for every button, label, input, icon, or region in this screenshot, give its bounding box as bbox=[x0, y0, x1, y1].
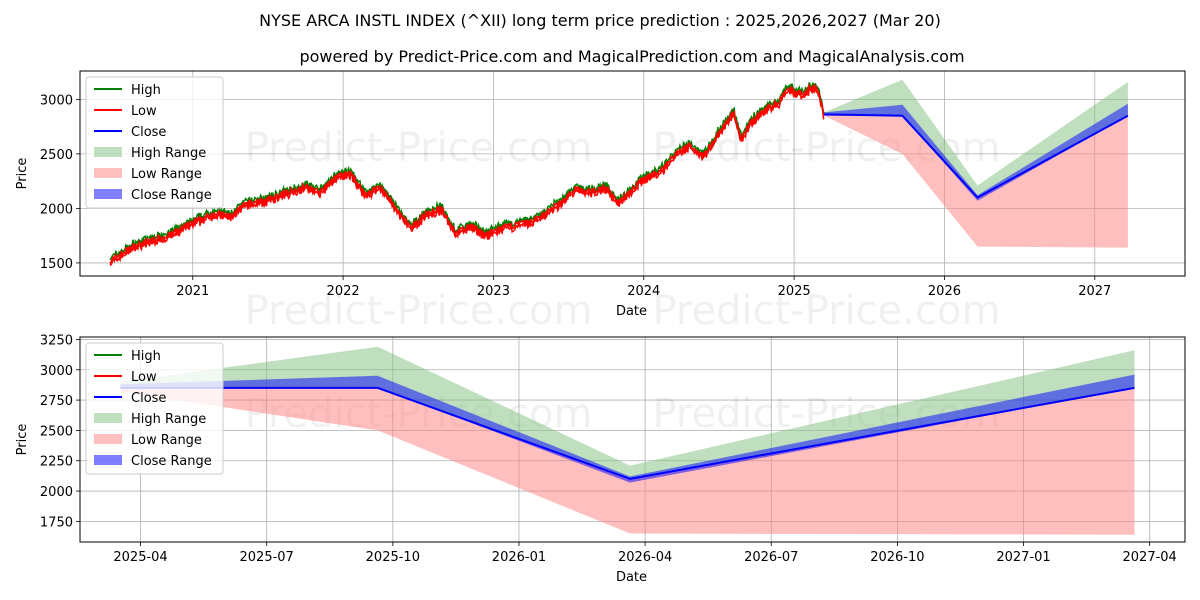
x-tick-label: 2026 bbox=[928, 284, 961, 299]
legend-label: High bbox=[131, 83, 161, 98]
y-tick-label: 2500 bbox=[40, 424, 73, 439]
legend-label: High bbox=[131, 349, 161, 364]
plot-area bbox=[109, 79, 1129, 267]
legend-patch-swatch bbox=[94, 147, 122, 157]
legend-label: Close bbox=[131, 391, 166, 406]
x-tick-label: 2027-04 bbox=[1123, 550, 1177, 565]
x-tick-label: 2025 bbox=[778, 284, 811, 299]
y-axis-label: Price bbox=[15, 158, 30, 190]
close-forecast-line bbox=[120, 386, 1135, 480]
x-axis-label: Date bbox=[616, 304, 647, 319]
x-tick-label: 2025-10 bbox=[366, 550, 420, 565]
legend-label: Low bbox=[131, 104, 157, 119]
legend-label: Low Range bbox=[131, 167, 202, 182]
low-range-band bbox=[120, 387, 1135, 535]
legend-label: Close Range bbox=[131, 188, 212, 203]
legend-patch-swatch bbox=[94, 455, 122, 465]
x-axis-label: Date bbox=[616, 570, 647, 585]
y-tick-label: 1500 bbox=[40, 257, 73, 272]
y-tick-label: 1750 bbox=[40, 515, 73, 530]
x-tick-label: 2026-07 bbox=[744, 550, 798, 565]
x-tick-label: 2024 bbox=[627, 284, 660, 299]
x-tick-label: 2027-01 bbox=[996, 550, 1050, 565]
y-tick-label: 2000 bbox=[40, 202, 73, 217]
watermark-text: Predict-Price.com bbox=[245, 125, 593, 171]
x-tick-label: 2027 bbox=[1078, 284, 1111, 299]
watermark-text: Predict-Price.com bbox=[245, 288, 593, 334]
chart-title: NYSE ARCA INSTL INDEX (^XII) long term p… bbox=[259, 11, 941, 30]
legend-label: Close bbox=[131, 125, 166, 140]
y-tick-label: 3000 bbox=[40, 364, 73, 379]
close-range-band bbox=[824, 103, 1128, 201]
x-tick-label: 2025-04 bbox=[113, 550, 167, 565]
close-history-line bbox=[109, 82, 825, 264]
y-axis-label: Price bbox=[15, 424, 30, 456]
x-tick-label: 2026-01 bbox=[492, 550, 546, 565]
legend-label: Low bbox=[131, 370, 157, 385]
legend-label: Close Range bbox=[131, 454, 212, 469]
x-tick-label: 2021 bbox=[176, 284, 209, 299]
y-tick-label: 3000 bbox=[40, 93, 73, 108]
chart-subtitle: powered by Predict-Price.com and Magical… bbox=[299, 47, 964, 66]
low-range-band bbox=[824, 114, 1128, 248]
y-tick-label: 3250 bbox=[40, 333, 73, 348]
x-tick-label: 2026-04 bbox=[618, 550, 672, 565]
plot-area bbox=[120, 346, 1135, 535]
legend-patch-swatch bbox=[94, 413, 122, 423]
legend-label: Low Range bbox=[131, 433, 202, 448]
legend-label: High Range bbox=[131, 412, 206, 427]
x-tick-label: 2022 bbox=[327, 284, 360, 299]
x-tick-label: 2023 bbox=[477, 284, 510, 299]
x-tick-label: 2025-07 bbox=[240, 550, 294, 565]
bottom-panel: 2025-04 2025-07 2025-10 2026-01 2026-04 2026-… bbox=[15, 333, 1186, 585]
top-panel: 2021 2022 2023 2024 2025 2026 2027 1500 2000 2500… bbox=[15, 70, 1186, 334]
y-tick-label: 2250 bbox=[40, 455, 73, 470]
legend-label: High Range bbox=[131, 146, 206, 161]
x-tick-label: 2026-10 bbox=[870, 550, 924, 565]
plot-frame bbox=[79, 336, 1186, 543]
y-tick-label: 2000 bbox=[40, 485, 73, 500]
legend-patch-swatch bbox=[94, 189, 122, 199]
legend-patch-swatch bbox=[94, 168, 122, 178]
plot-frame bbox=[79, 70, 1186, 277]
watermark-text: Predict-Price.com bbox=[653, 288, 1001, 334]
close-forecast-line bbox=[824, 113, 1129, 199]
y-tick-label: 2750 bbox=[40, 394, 73, 409]
y-tick-label: 2500 bbox=[40, 148, 73, 163]
high-history-line bbox=[109, 82, 825, 261]
legend-patch-swatch bbox=[94, 434, 122, 444]
